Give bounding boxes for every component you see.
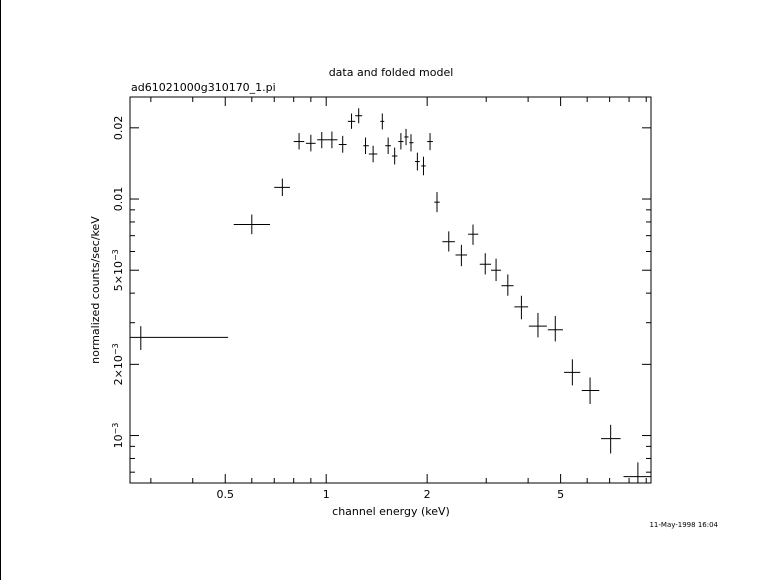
data-point — [455, 244, 468, 267]
y-tick-label: 2×10−3 — [111, 343, 125, 385]
timestamp: 11-May-1998 16:04 — [649, 521, 718, 529]
data-point — [233, 214, 271, 235]
data-point — [338, 135, 347, 153]
chart-title: data and folded model — [329, 66, 454, 79]
data-point — [404, 128, 409, 146]
data-point — [501, 274, 514, 296]
y-tick-label: 0.01 — [112, 187, 125, 212]
data-point — [385, 137, 391, 155]
data-point — [514, 295, 529, 320]
data-point — [409, 134, 414, 152]
x-tick-label: 1 — [323, 488, 330, 501]
y-tick-label: 0.02 — [112, 116, 125, 141]
x-tick-label: 0.5 — [216, 488, 234, 501]
data-point — [391, 147, 398, 165]
data-point — [427, 133, 433, 151]
data-point — [434, 192, 440, 213]
data-point — [368, 145, 378, 163]
data-point — [415, 152, 420, 171]
data-point — [442, 231, 455, 252]
y-tick-labels: 10−3 2×10−3 5×10−3 0.01 0.02 — [111, 116, 125, 449]
y-axis-label: normalized counts/sec/keV — [89, 216, 102, 364]
y-tick-label: 10−3 — [111, 423, 125, 449]
data-point — [355, 108, 363, 124]
data-point — [130, 326, 229, 350]
data-points — [130, 108, 651, 483]
data-point — [274, 178, 291, 196]
y-tick-label: 5×10−3 — [111, 249, 125, 291]
data-point — [490, 258, 501, 282]
data-point — [528, 312, 547, 338]
data-point — [468, 224, 479, 245]
data-point — [564, 359, 581, 386]
axis-ticks — [130, 97, 651, 483]
data-point — [293, 133, 305, 150]
x-tick-labels: 0.5 1 2 5 — [216, 488, 564, 501]
data-point — [347, 113, 356, 129]
data-point — [305, 134, 316, 152]
chart-subtitle: ad61021000g310170_1.pi — [131, 81, 276, 94]
x-tick-label: 5 — [557, 488, 564, 501]
x-axis-label: channel energy (keV) — [332, 505, 450, 518]
data-point — [398, 133, 404, 150]
data-point — [623, 462, 651, 483]
data-point — [363, 137, 369, 155]
data-point — [547, 316, 563, 342]
x-tick-label: 2 — [424, 488, 431, 501]
data-point — [601, 424, 621, 454]
data-point — [421, 156, 426, 176]
data-point — [581, 377, 600, 404]
data-point — [479, 253, 491, 275]
data-point — [317, 132, 328, 149]
data-point — [380, 113, 385, 130]
plot-frame — [129, 96, 652, 484]
data-point — [327, 131, 338, 149]
